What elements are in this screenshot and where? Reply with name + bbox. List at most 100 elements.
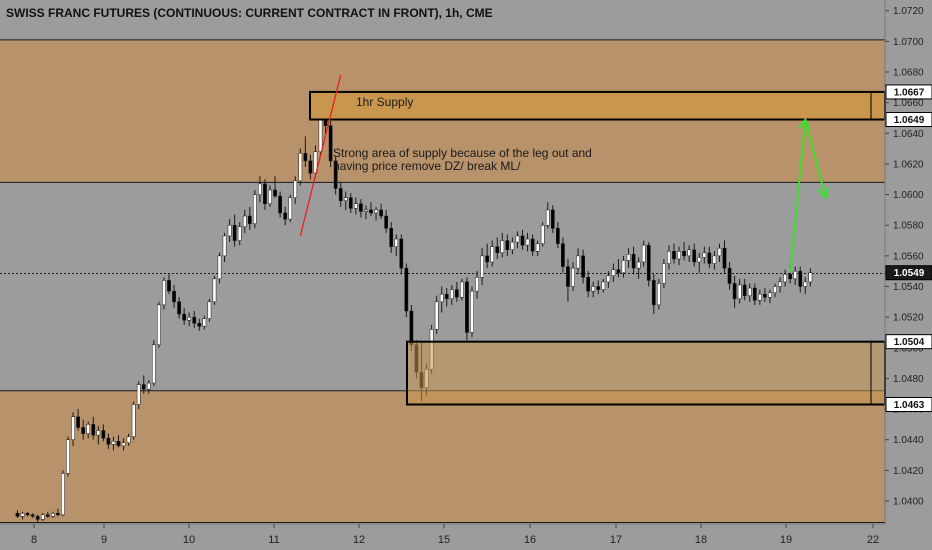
candle-body <box>384 215 388 229</box>
price-label-box <box>885 265 932 281</box>
x-tick-label: 19 <box>780 534 792 546</box>
candle-body <box>364 209 368 212</box>
candle-body <box>727 267 732 284</box>
candle-body <box>141 384 146 390</box>
candle-body <box>121 442 126 447</box>
y-tick-label: 1.0720 <box>893 6 924 17</box>
candle-body <box>793 270 798 280</box>
candle-body <box>788 274 792 280</box>
price-label-text: 1.0463 <box>894 400 925 411</box>
candle-body <box>540 224 545 244</box>
price-labels: 1.0667 1.0649 1.0549 1.0504 1.0463 <box>885 84 932 412</box>
candle-body <box>258 183 262 195</box>
candle-body <box>495 246 500 254</box>
candle-body <box>273 189 277 197</box>
candle-body <box>707 252 712 264</box>
demand-zone-box[interactable] <box>406 340 886 406</box>
price-label-box <box>885 112 932 128</box>
x-tick-label: 17 <box>610 534 622 546</box>
candle-body <box>677 251 681 260</box>
candle-body <box>657 283 661 306</box>
price-label-box <box>885 84 932 100</box>
candle-body <box>530 238 535 252</box>
candle-body <box>202 318 207 327</box>
candle-body <box>152 344 156 384</box>
candle-body <box>394 238 399 247</box>
chart-title: SWISS FRANC FUTURES (CONTINUOUS: CURRENT… <box>6 6 493 20</box>
projection-arrowhead-up <box>798 117 811 131</box>
candle-body <box>207 301 212 319</box>
candle-body <box>263 183 267 205</box>
price-label-box <box>885 334 932 350</box>
candle-body <box>343 197 348 201</box>
candle-body <box>545 209 550 226</box>
candle-body <box>808 272 813 283</box>
candle-body <box>167 280 171 292</box>
candle-body <box>763 293 767 298</box>
candle-body <box>591 286 596 292</box>
candle-body <box>197 323 202 327</box>
candle-body <box>732 283 737 300</box>
candle-body <box>465 281 469 333</box>
candle-body <box>672 251 676 260</box>
candle-body <box>66 439 70 474</box>
candle-body <box>303 152 308 162</box>
candle-body <box>101 430 106 439</box>
candle-body <box>444 293 449 300</box>
candle-body <box>40 514 45 520</box>
candle-body <box>71 416 75 440</box>
y-tick-label: 1.0700 <box>893 37 924 48</box>
candle-body <box>126 436 131 444</box>
candle-body <box>550 209 555 229</box>
y-tick-label: 1.0560 <box>893 251 924 262</box>
supply-zone-label: 1hr Supply <box>356 95 413 109</box>
x-tick-label: 8 <box>31 534 37 546</box>
candle-body <box>298 152 303 182</box>
x-tick-label: 10 <box>183 534 195 546</box>
x-tick-label: 11 <box>268 534 279 546</box>
candle-body <box>61 473 65 516</box>
x-tick-label: 16 <box>524 534 536 546</box>
price-label-text: 1.0667 <box>894 87 925 98</box>
y-tick-label: 1.0580 <box>893 221 924 232</box>
candle-body <box>51 513 55 517</box>
time-axis[interactable]: 8 9 10 11 12 15 16 17 18 19 22 <box>31 524 879 546</box>
candle-body <box>232 224 237 241</box>
y-tick-label: 1.0680 <box>893 68 924 79</box>
candle-body <box>106 437 111 445</box>
candle-body <box>182 313 187 321</box>
candle-body <box>15 513 20 517</box>
candle-body <box>348 197 353 209</box>
red-trendline[interactable] <box>299 74 342 237</box>
candle-body <box>253 194 257 224</box>
candle-body <box>515 235 520 243</box>
candle-body <box>485 255 489 263</box>
candle-body <box>35 516 40 520</box>
supply-zone-box[interactable] <box>309 90 886 121</box>
candle-body <box>30 514 35 517</box>
candle-body <box>556 228 560 244</box>
candle-body <box>475 277 479 292</box>
candle-body <box>308 160 313 174</box>
candle-body <box>460 281 464 298</box>
candle-body <box>525 238 530 246</box>
candle-body <box>737 284 742 300</box>
candle-body <box>742 284 747 296</box>
candle-body <box>217 255 222 280</box>
price-axis[interactable]: 1.04001.04201.04401.04601.04801.05001.05… <box>885 6 924 508</box>
candle-body <box>758 293 762 301</box>
candle-body <box>374 209 378 214</box>
candle-body <box>566 266 570 287</box>
candle-body <box>389 228 394 247</box>
y-tick-label: 1.0600 <box>893 190 924 201</box>
candle-body <box>283 212 287 220</box>
candle-body <box>581 255 585 278</box>
candle-body <box>20 513 25 517</box>
candle-body <box>692 249 697 263</box>
x-tick-label: 15 <box>438 534 450 546</box>
candle-body <box>359 203 363 212</box>
candle-body <box>212 278 217 303</box>
candle-body <box>288 197 293 220</box>
candle-body <box>520 235 525 246</box>
